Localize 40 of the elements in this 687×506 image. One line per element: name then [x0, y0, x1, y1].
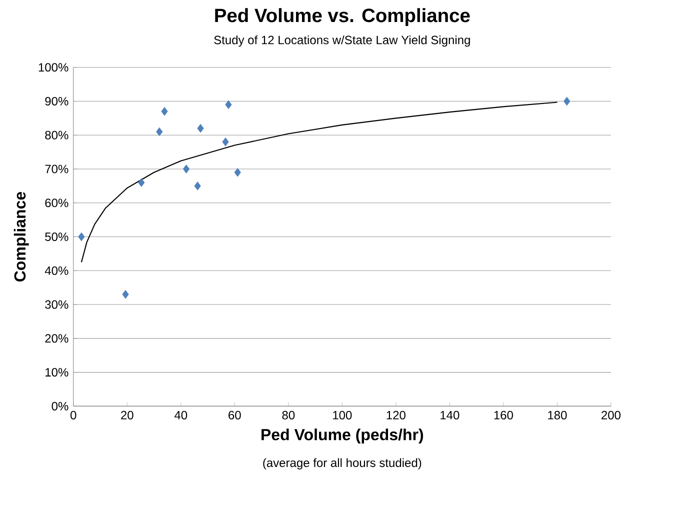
x-tick-label: 160	[494, 410, 513, 420]
y-tick-label: 20%	[45, 334, 68, 343]
point	[194, 182, 201, 190]
y-tick-label: 10%	[46, 368, 68, 376]
line-series	[80, 102, 558, 263]
y-tick-label: 60%	[45, 198, 68, 208]
x-tick-label: 0	[70, 410, 76, 420]
y-tick-label: 0%	[52, 402, 68, 410]
y-tick-label: 70%	[45, 164, 68, 174]
x-tick-label: 40	[174, 410, 188, 420]
y-tick-label: 40%	[44, 266, 68, 275]
y-tick-label: 50%	[45, 232, 68, 241]
point	[161, 107, 168, 116]
x-tick-label: 60	[228, 410, 241, 420]
x-tick-label: 140	[440, 410, 460, 420]
point	[156, 127, 163, 136]
chart-title: Ped Volume vs. Compliance	[215, 8, 470, 26]
point	[122, 290, 129, 299]
x-tick-label: 100	[333, 410, 352, 420]
point	[138, 178, 145, 187]
point	[197, 124, 204, 133]
x-tick-label: 120	[386, 410, 406, 420]
y-tick-label: 80%	[45, 130, 68, 140]
y-tick-label: 90%	[45, 96, 68, 106]
y-tick-label: 30%	[45, 300, 68, 309]
x-axis-title: Ped Volume (peds/hr)	[262, 428, 424, 444]
y-axis-title: Compliance	[14, 192, 29, 282]
point	[564, 96, 570, 106]
x-tick-label: 80	[282, 410, 295, 420]
x-tick-label: 180	[548, 410, 567, 420]
point	[234, 168, 241, 177]
point	[78, 232, 85, 241]
point	[222, 138, 229, 146]
text: (average for all hours studied)	[263, 458, 422, 470]
y-tick-label: 100%	[38, 62, 68, 72]
chart-subtitle: Study of 12 Locations w/State Law Yield Signing	[214, 35, 470, 47]
point	[225, 100, 232, 109]
x-tick-label: 20	[121, 410, 134, 420]
point	[182, 164, 190, 174]
x-tick-label: 200	[602, 410, 621, 420]
